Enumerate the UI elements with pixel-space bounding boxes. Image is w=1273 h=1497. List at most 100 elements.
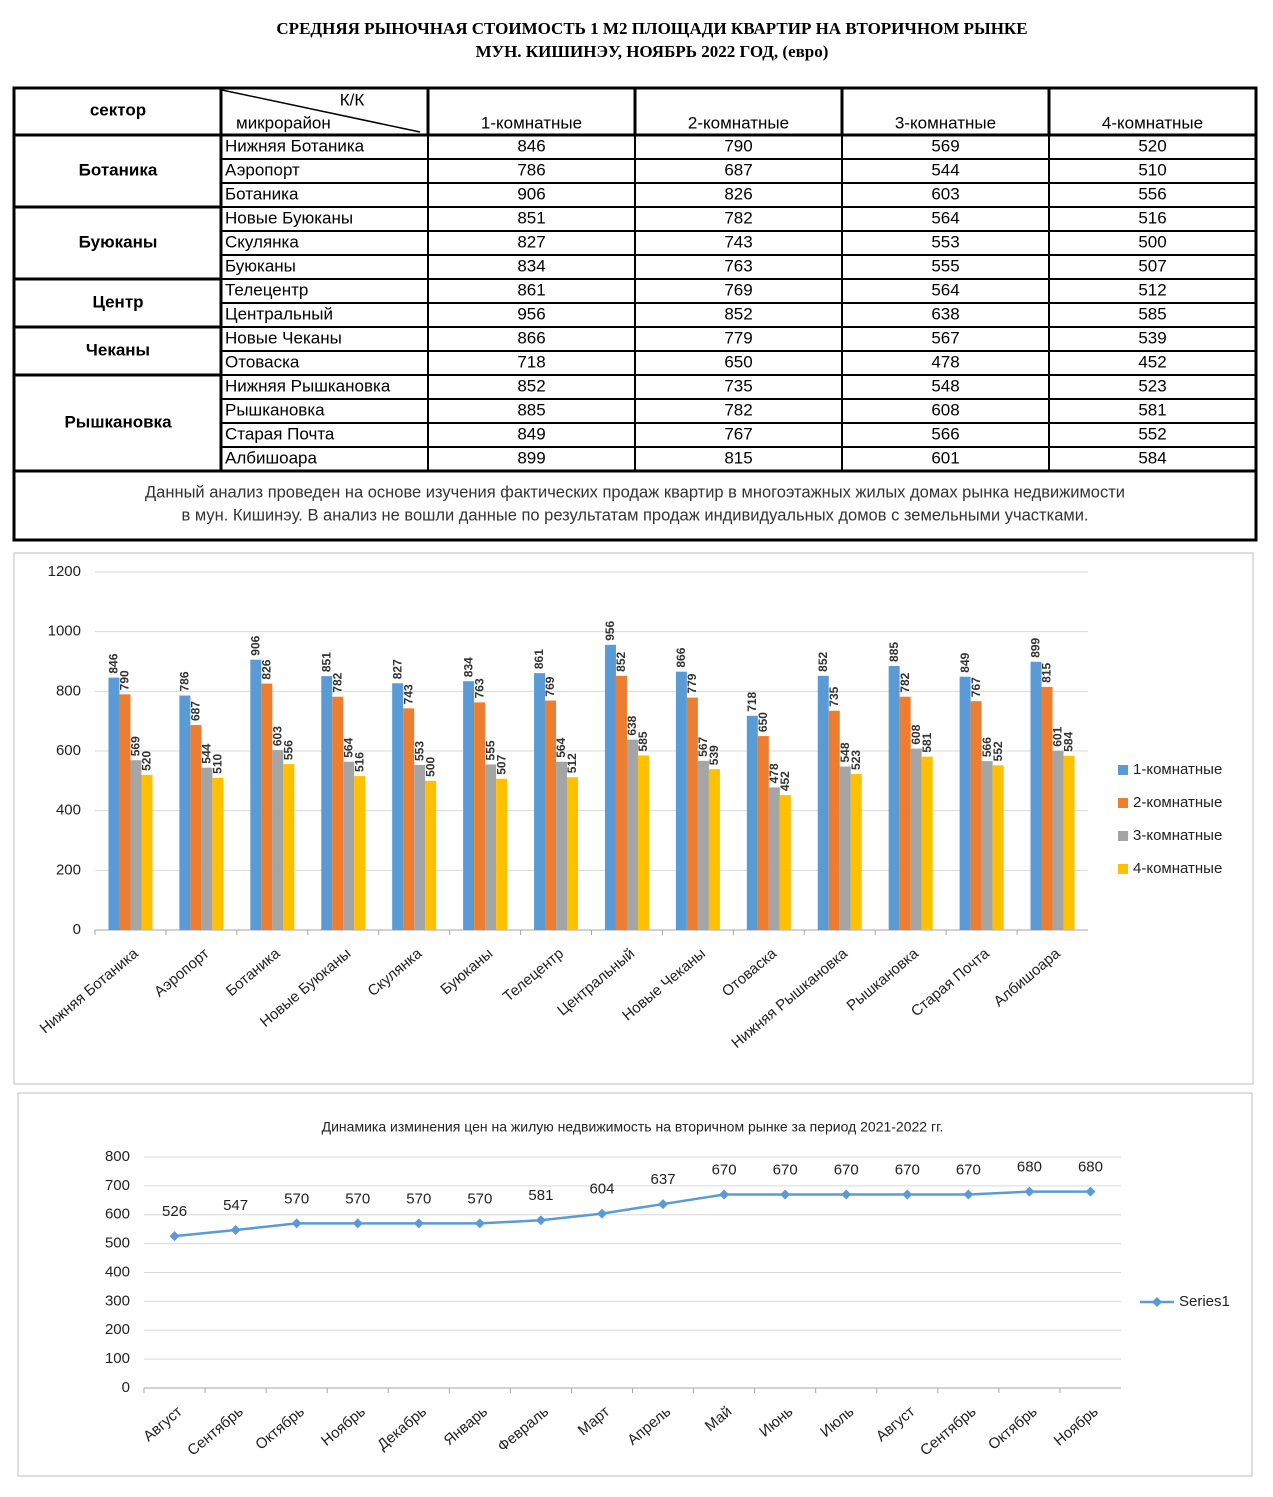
- table-value: 779: [724, 328, 752, 347]
- point-value-label: 604: [589, 1181, 614, 1198]
- bar-value-label: 846: [107, 653, 121, 673]
- y-tick-label: 800: [105, 1148, 130, 1165]
- bar: [992, 765, 1004, 930]
- table-value: 512: [1138, 280, 1166, 299]
- district-name: Центральный: [225, 304, 333, 323]
- bar: [283, 764, 295, 930]
- table-value: 866: [517, 328, 545, 347]
- bar-value-label: 769: [543, 676, 557, 696]
- page-title: СРЕДНЯЯ РЫНОЧНАЯ СТОИМОСТЬ 1 М2 ПЛОЩАДИ …: [276, 19, 1027, 38]
- bar: [697, 760, 709, 930]
- bar: [321, 676, 333, 930]
- table-value: 846: [517, 136, 545, 155]
- table-value: 608: [931, 400, 959, 419]
- table-value: 567: [931, 328, 959, 347]
- district-name: Нижняя Ботаника: [225, 136, 365, 155]
- table-value: 687: [724, 160, 752, 179]
- bar: [899, 696, 911, 930]
- table-value: 500: [1138, 232, 1166, 251]
- bar: [768, 787, 780, 930]
- district-name: Рышкановка: [225, 400, 325, 419]
- district-name: Аэропорт: [225, 160, 300, 179]
- table-value: 769: [724, 280, 752, 299]
- bar: [959, 676, 971, 930]
- bar-value-label: 478: [767, 763, 781, 783]
- bar: [545, 700, 557, 930]
- bar-value-label: 584: [1062, 731, 1076, 751]
- legend-label: 2-комнатные: [1133, 794, 1222, 811]
- bar-value-label: 507: [494, 754, 508, 774]
- bar-value-label: 452: [778, 771, 792, 791]
- bar: [910, 748, 922, 930]
- legend-label: Series1: [1179, 1293, 1230, 1310]
- bar-value-label: 763: [472, 678, 486, 698]
- chart-title: Динамика изминения цен на жилую недвижим…: [322, 1119, 944, 1135]
- bar-value-label: 956: [603, 620, 617, 640]
- bar-value-label: 601: [1051, 726, 1065, 746]
- point-value-label: 670: [895, 1162, 920, 1179]
- line-marker: [780, 1189, 791, 1200]
- district-name: Буюканы: [225, 256, 296, 275]
- table-value: 552: [1138, 424, 1166, 443]
- line-series: [174, 1190, 1091, 1238]
- table-value: 899: [517, 448, 545, 467]
- table-value: 885: [517, 400, 545, 419]
- point-value-label: 637: [651, 1171, 676, 1188]
- legend-swatch: [1118, 864, 1128, 874]
- district-name: Новые Буюканы: [225, 208, 353, 227]
- table-value: 601: [931, 448, 959, 467]
- bar-value-label: 782: [330, 672, 344, 692]
- bar-value-label: 849: [958, 652, 972, 672]
- bar-value-label: 826: [259, 659, 273, 679]
- bar: [1052, 750, 1064, 930]
- sector-name: Ботаника: [79, 160, 158, 179]
- bar-value-label: 851: [319, 652, 333, 672]
- table-value: 548: [931, 376, 959, 395]
- table-value: 638: [931, 304, 959, 323]
- table-value: 569: [931, 136, 959, 155]
- bar: [425, 780, 437, 930]
- chart-frame: [17, 1092, 1253, 1477]
- bar: [746, 715, 758, 930]
- table-value: 650: [724, 352, 752, 371]
- table-value: 520: [1138, 136, 1166, 155]
- table-value: 782: [724, 208, 752, 227]
- bar: [403, 708, 415, 930]
- y-tick-label: 100: [105, 1350, 130, 1367]
- bar: [828, 710, 840, 930]
- bar-value-label: 585: [636, 731, 650, 751]
- point-value-label: 670: [712, 1162, 737, 1179]
- y-tick-label: 600: [105, 1206, 130, 1223]
- table-value: 544: [931, 160, 959, 179]
- bar-value-label: 767: [969, 677, 983, 697]
- point-value-label: 570: [345, 1190, 370, 1207]
- bar: [119, 694, 131, 930]
- y-tick-label: 1200: [48, 563, 81, 580]
- table-value: 735: [724, 376, 752, 395]
- bar-value-label: 552: [991, 741, 1005, 761]
- bar-value-label: 567: [696, 736, 710, 756]
- bar-value-label: 650: [756, 712, 770, 732]
- bar: [675, 671, 687, 930]
- bar-value-label: 564: [554, 737, 568, 757]
- bar: [108, 677, 120, 930]
- bar-value-label: 718: [745, 691, 759, 711]
- district-name: Ботаника: [225, 184, 299, 203]
- district-name: Телецентр: [225, 280, 308, 299]
- table-value: 516: [1138, 208, 1166, 227]
- table-value: 834: [517, 256, 545, 275]
- bar-value-label: 866: [674, 647, 688, 667]
- table-value: 782: [724, 400, 752, 419]
- line-marker: [291, 1218, 302, 1229]
- table-cell: [12, 86, 1258, 542]
- line-marker: [658, 1199, 669, 1210]
- table-value: 556: [1138, 184, 1166, 203]
- bar: [250, 659, 262, 930]
- bar-value-label: 500: [423, 756, 437, 776]
- bar-value-label: 520: [140, 751, 154, 771]
- bar-value-label: 638: [625, 715, 639, 735]
- corner-diagonal: [221, 89, 421, 133]
- bar-value-label: 852: [816, 651, 830, 671]
- table-header: К/К: [340, 90, 365, 109]
- line-marker: [596, 1208, 607, 1219]
